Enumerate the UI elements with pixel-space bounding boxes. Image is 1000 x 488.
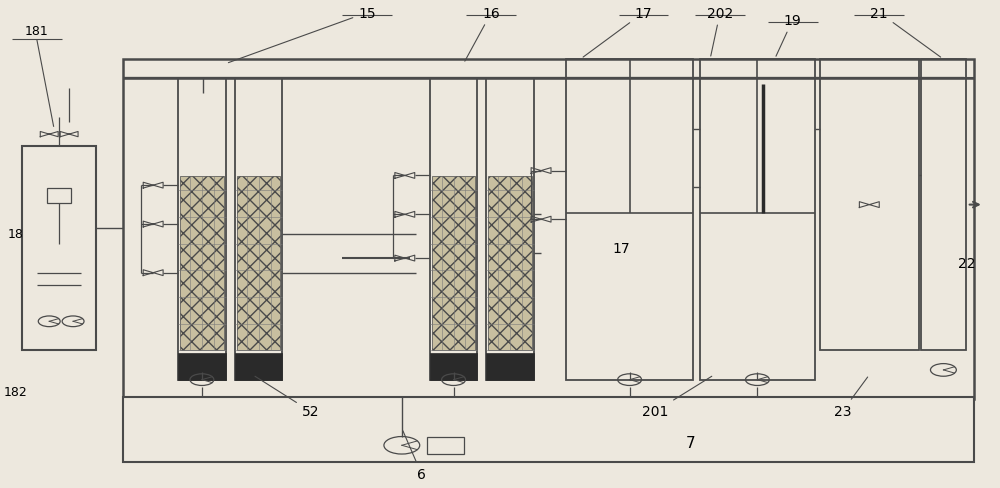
Bar xyxy=(178,353,226,380)
Bar xyxy=(820,60,919,351)
Text: 16: 16 xyxy=(465,6,500,62)
Text: 17: 17 xyxy=(583,6,652,58)
Text: 19: 19 xyxy=(776,14,802,57)
Bar xyxy=(237,176,280,351)
Text: 201: 201 xyxy=(642,376,712,418)
Bar xyxy=(123,397,974,462)
Bar xyxy=(566,60,693,380)
Bar xyxy=(486,79,534,380)
Text: 21: 21 xyxy=(870,6,941,58)
Bar xyxy=(180,176,224,351)
Bar xyxy=(921,60,966,351)
Bar xyxy=(488,176,532,351)
Text: 202: 202 xyxy=(707,6,733,57)
Text: 18: 18 xyxy=(8,228,24,241)
Text: 22: 22 xyxy=(958,256,976,270)
Bar xyxy=(235,79,282,380)
Bar xyxy=(486,353,534,380)
Text: 15: 15 xyxy=(228,6,376,63)
Bar xyxy=(430,353,477,380)
Text: 7: 7 xyxy=(685,435,695,450)
Bar xyxy=(47,188,71,204)
Bar xyxy=(432,176,475,351)
Bar xyxy=(700,60,815,380)
Text: 182: 182 xyxy=(4,386,28,399)
Text: 17: 17 xyxy=(613,242,630,256)
Bar xyxy=(235,353,282,380)
Bar xyxy=(427,437,464,454)
Bar xyxy=(430,79,477,380)
Bar xyxy=(22,147,96,351)
Bar xyxy=(178,79,226,380)
Bar xyxy=(123,60,974,399)
Text: 23: 23 xyxy=(834,377,868,418)
Text: 52: 52 xyxy=(255,376,319,418)
Text: 181: 181 xyxy=(25,25,49,38)
Text: 6: 6 xyxy=(403,431,426,482)
